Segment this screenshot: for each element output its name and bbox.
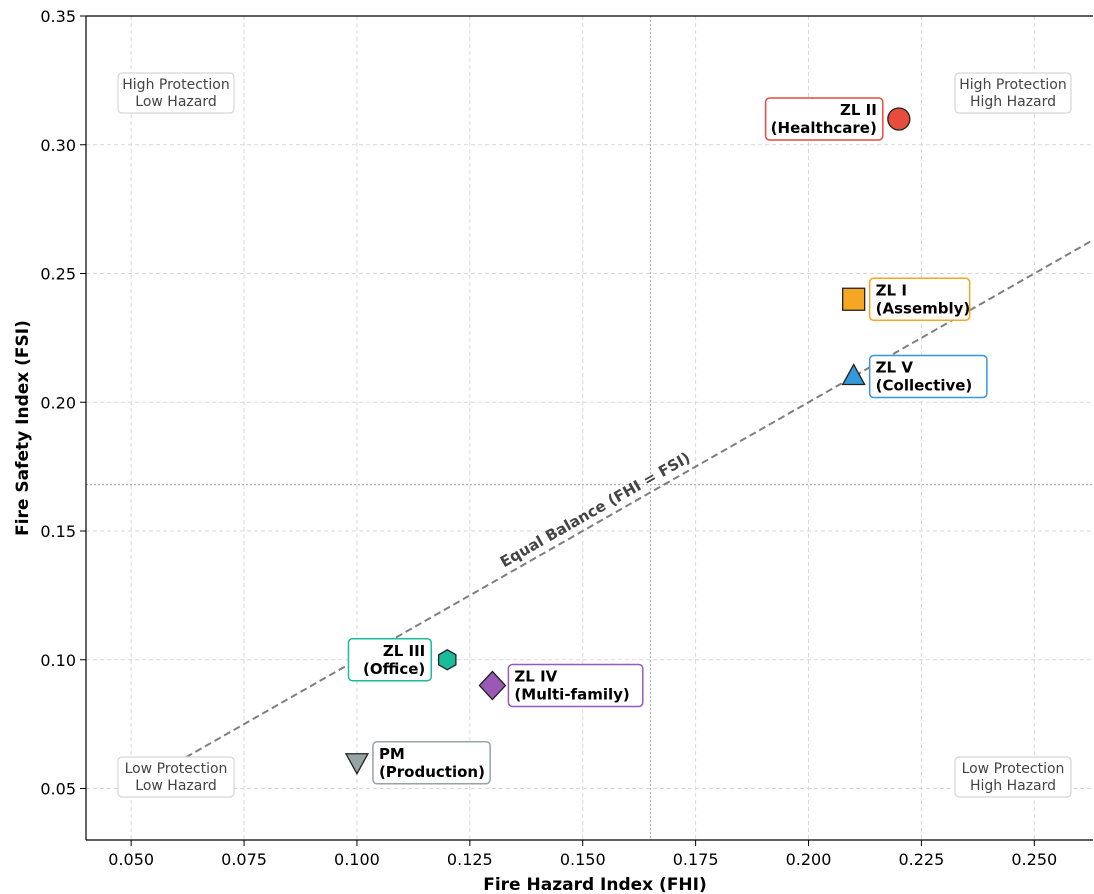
equal-balance-label: Equal Balance (FHI = FSI) [497,449,693,571]
quadrant-label-box [954,756,1072,798]
point-label-line1: PM [379,745,405,763]
y-axis-title: Fire Safety Index (FSI) [13,320,33,536]
circle-marker [887,107,911,131]
y-tick-label: 0.05 [40,780,76,799]
y-tick-label: 0.35 [40,7,76,26]
x-tick-label: 0.175 [673,850,719,869]
point-label-line2: (Office) [363,660,425,678]
hexagon-marker [437,649,457,671]
data-point: ZL I(Assembly) [842,277,971,321]
data-point: PM(Production) [344,741,491,785]
data-point: ZL II(Healthcare) [764,97,911,141]
quadrant-label-line2: Low Hazard [135,94,216,110]
triangle-up-marker [841,363,866,386]
point-label-box [507,663,644,708]
point-label-line2: (Multi-family) [514,686,629,704]
quadrant-label-box [954,72,1072,114]
quadrant-label-box [117,72,235,114]
y-tick-label: 0.20 [40,393,76,412]
y-tick-label: 0.15 [40,522,76,541]
point-label-line1: ZL IV [514,668,557,686]
y-tick-label: 0.30 [40,136,76,155]
x-tick-label: 0.225 [898,850,944,869]
data-point: ZL III(Office) [347,638,457,682]
data-points: ZL I(Assembly) ZL II(Healthcare) ZL III(Of… [344,97,988,785]
point-label-line1: ZL V [876,359,914,377]
grid [86,15,1093,840]
point-label-line2: (Assembly) [876,299,971,317]
point-label-box [868,277,971,321]
quadrant-label-box [117,756,235,798]
x-tick-label: 0.150 [560,850,606,869]
point-label-line2: (Production) [379,763,485,781]
quadrant-label-line2: High Hazard [970,94,1056,110]
quadrant-label-line1: High Protection [122,77,229,93]
square-marker [842,287,866,311]
x-tick-label: 0.100 [334,850,380,869]
x-axis-title: Fire Hazard Index (FHI) [483,875,707,894]
triangle-down-marker [344,753,370,776]
y-tick-label: 0.10 [40,651,76,670]
point-label-line1: ZL II [840,101,877,119]
y-tick-label: 0.25 [40,265,76,284]
x-tick-label: 0.075 [221,850,267,869]
quadrant-dividers [86,16,1093,840]
x-tick-label: 0.200 [786,850,832,869]
axes: 0.050 0.075 0.100 0.125 0.150 0.175 0.200 0.225… [40,7,1093,869]
point-label-box [347,638,433,682]
point-label-line1: ZL III [383,642,425,660]
x-tick-label: 0.125 [447,850,493,869]
diamond-marker [478,670,507,701]
x-tick-label: 0.250 [1011,850,1057,869]
point-label-box [868,354,988,399]
point-label-line1: ZL I [876,281,907,299]
point-label-box [764,97,884,141]
x-tick-label: 0.050 [108,850,154,869]
point-label-line2: (Collective) [876,377,973,395]
quadrant-label-line1: Low Protection [962,761,1065,777]
quadrant-label-line2: Low Hazard [135,778,216,794]
quadrant-label-line1: Low Protection [125,761,228,777]
point-label-line2: (Healthcare) [771,119,877,137]
quadrant-label-line2: High Hazard [970,778,1056,794]
data-point: ZL V(Collective) [841,354,988,399]
point-label-box [372,741,491,785]
quadrant-label-line1: High Protection [959,77,1066,93]
data-point: ZL IV(Multi-family) [478,663,644,708]
